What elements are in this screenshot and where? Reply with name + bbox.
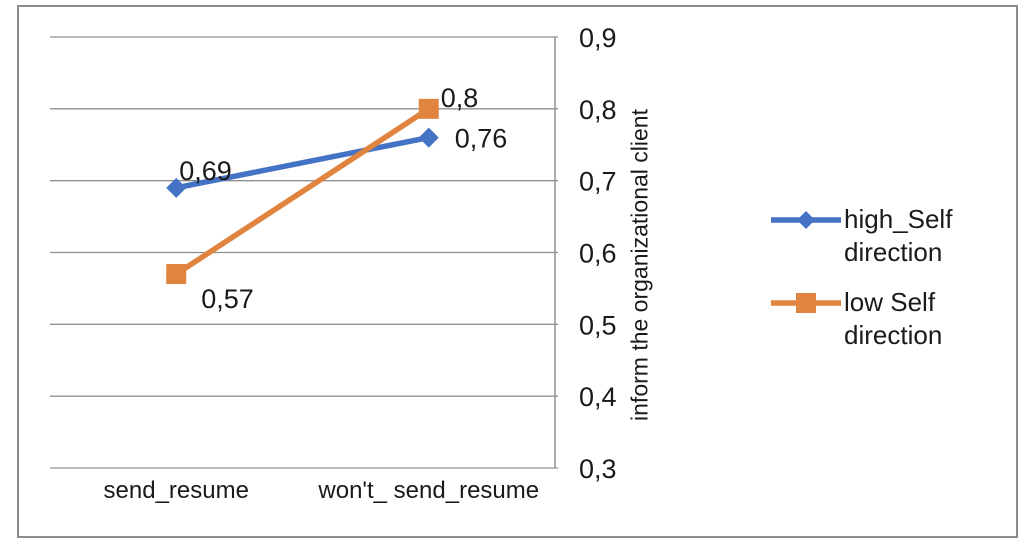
legend-label: high_Self direction (844, 204, 953, 267)
series-line-high-self-direction (175, 134, 430, 191)
x-axis-labels: send_resume won't_ send_resume (50, 477, 555, 505)
diamond-legend-swatch-icon (771, 211, 841, 229)
square-legend-swatch-icon (771, 293, 841, 313)
legend-item-low-self-direction: low Self direction (770, 286, 984, 352)
legend-label: low Self direction (844, 287, 943, 350)
y-tick-label: 0,4 (579, 382, 617, 412)
square-marker (166, 264, 187, 285)
data-label: 0,57 (201, 284, 254, 314)
x-axis-label-send-resume: send_resume (103, 477, 249, 504)
data-label: 0,69 (179, 156, 232, 186)
data-label: 0,8 (441, 83, 479, 113)
chart-frame: 0,9 0,8 0,7 0,6 0,5 0,4 0,3 0,69 0,76 0,57 0,8 inf… (17, 5, 1018, 538)
square-marker (418, 98, 439, 119)
legend-item-high-self-direction: high_Self direction (770, 203, 984, 269)
y-tick-label: 0,7 (579, 167, 617, 197)
diamond-marker (797, 211, 815, 229)
series-line-low-self-direction (174, 106, 431, 277)
legend: high_Self direction low Self direction (770, 203, 984, 352)
plot-area: 0,9 0,8 0,7 0,6 0,5 0,4 0,3 0,69 0,76 0,57 0,8 (50, 23, 617, 484)
y-tick-label: 0,5 (579, 310, 617, 340)
y-tick-label: 0,8 (579, 95, 617, 125)
y-tick-label: 0,3 (579, 454, 617, 484)
data-label: 0,76 (455, 124, 508, 154)
y-tick-label: 0,6 (579, 239, 617, 269)
x-axis-label-wont-send-resume: won't_ send_resume (318, 477, 540, 504)
square-marker (796, 293, 816, 313)
diamond-marker (166, 177, 187, 198)
y-tick-label: 0,9 (579, 23, 617, 53)
y-axis-title: inform the organizational client (626, 109, 653, 421)
diamond-marker (418, 127, 439, 148)
